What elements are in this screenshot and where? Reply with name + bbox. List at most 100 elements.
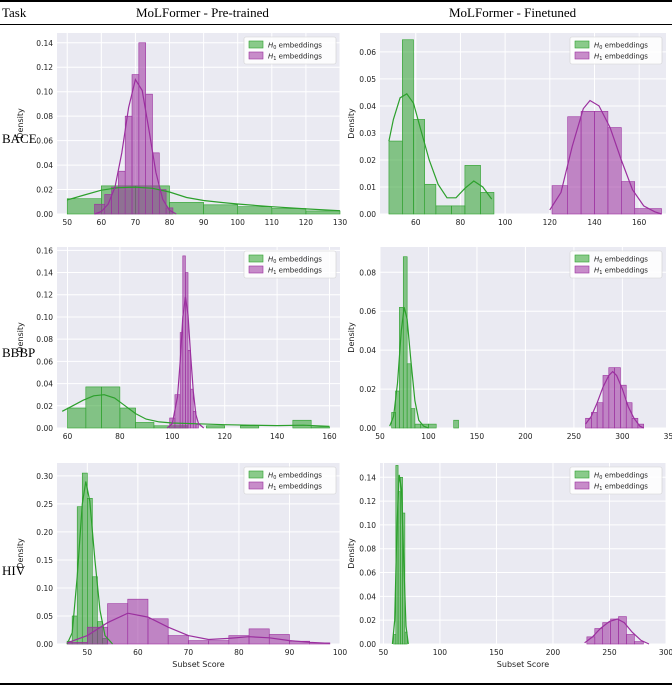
table-top-rule <box>0 0 672 2</box>
legend-box <box>243 36 337 65</box>
bar-h0-embeddings <box>424 183 437 215</box>
x-tick-label: 60 <box>63 432 73 441</box>
y-tick-label: 0.06 <box>36 357 53 366</box>
bar-h0-embeddings <box>203 204 239 215</box>
bar-h0-embeddings <box>402 39 414 215</box>
legend-label-h1-embeddings: H1 embeddings <box>594 53 648 63</box>
y-tick-label: 0.01 <box>359 183 376 192</box>
bar-h0-embeddings <box>414 423 422 429</box>
x-tick-label: 150 <box>470 432 485 441</box>
table-bottom-rule <box>0 683 672 685</box>
bar-h0-embeddings <box>237 206 273 215</box>
x-tick-label: 350 <box>664 432 672 441</box>
y-tick-label: 0.04 <box>36 380 53 389</box>
x-tick-label: 200 <box>518 432 533 441</box>
bar-h1-embeddings <box>118 170 126 215</box>
x-tick-label: 160 <box>632 218 647 227</box>
bar-h0-embeddings <box>480 192 495 215</box>
bar-h0-embeddings <box>206 425 226 429</box>
y-tick-label: 0.10 <box>359 521 376 530</box>
legend-label-h0-embeddings: H0 embeddings <box>594 256 648 266</box>
bar-h1-embeddings <box>187 349 191 429</box>
y-tick-label: 0.00 <box>359 210 376 219</box>
x-tick-label: 70 <box>131 218 141 227</box>
bar-h1-embeddings <box>621 181 636 215</box>
kde-line-h1-embeddings <box>166 296 205 429</box>
bar-h1-embeddings <box>195 424 199 429</box>
chart-bbbp-pretrained: 0.00 0.02 0.04 0.06 0.08 0.10 0.12 0.14 0.16 60 80… <box>16 246 340 441</box>
y-axis-label: Density <box>16 108 25 139</box>
bar-h1-embeddings <box>127 598 149 645</box>
bar-h0-embeddings <box>271 208 307 215</box>
bar-h0-embeddings <box>402 256 408 429</box>
bar-h0-embeddings <box>453 419 459 429</box>
y-tick-label: 0.00 <box>36 424 53 433</box>
y-tick-label: 0.04 <box>359 102 376 111</box>
chart-hiv-finetuned: 0.00 0.02 0.04 0.06 0.08 0.10 0.12 0.14 50 100 150… <box>347 463 672 669</box>
x-tick-label: 60 <box>97 218 107 227</box>
bar-h0-embeddings <box>67 407 87 429</box>
bar-h0-embeddings <box>410 408 416 429</box>
legend-swatch-h1-embeddings <box>574 265 590 274</box>
x-tick-label: 60 <box>133 648 143 657</box>
x-tick-label: 120 <box>543 218 558 227</box>
bar-h1-embeddings <box>111 186 119 215</box>
y-tick-label: 0.15 <box>36 556 53 565</box>
y-tick-label: 0.08 <box>359 545 376 554</box>
legend-label-h1-embeddings: H1 embeddings <box>268 267 322 277</box>
x-tick-label: 80 <box>234 648 244 657</box>
legend-box <box>569 250 663 279</box>
x-tick-label: 150 <box>489 648 504 657</box>
legend-swatch-h0-embeddings <box>248 470 264 479</box>
kde-line-h1-embeddings <box>585 370 644 429</box>
bar-h0-embeddings <box>85 386 102 429</box>
x-tick-label: 100 <box>433 648 448 657</box>
bar-h0-embeddings <box>101 386 121 429</box>
x-tick-label: 80 <box>115 432 125 441</box>
x-tick-label: 80 <box>456 218 466 227</box>
kde-line-h1-embeddings <box>94 77 177 215</box>
bar-h0-embeddings <box>428 423 437 429</box>
bar-h1-embeddings <box>602 375 610 429</box>
bar-h1-embeddings <box>610 618 619 645</box>
kde-line-h1-embeddings <box>66 612 330 644</box>
kde-line-h0-embeddings <box>61 394 330 427</box>
bar-h1-embeddings <box>66 642 88 645</box>
y-tick-label: 0.00 <box>36 210 53 219</box>
bar-h1-embeddings <box>567 116 582 215</box>
x-tick-label: 130 <box>333 218 348 227</box>
y-axis-label: Density <box>16 538 25 569</box>
bar-h0-embeddings <box>292 419 312 429</box>
y-tick-label: 0.14 <box>359 473 376 482</box>
bar-h0-embeddings <box>119 407 136 429</box>
bar-h0-embeddings <box>451 205 466 215</box>
bar-h1-embeddings <box>182 255 186 429</box>
y-tick-label: 0.20 <box>36 528 53 537</box>
y-tick-label: 0.10 <box>36 584 53 593</box>
legend-label-h1-embeddings: H1 embeddings <box>594 267 648 277</box>
legend-box <box>569 466 663 495</box>
y-tick-label: 0.04 <box>359 592 376 601</box>
x-tick-label: 70 <box>184 648 194 657</box>
y-tick-label: 0.02 <box>36 402 53 411</box>
legend-swatch-h1-embeddings <box>574 481 590 490</box>
bar-h0-embeddings <box>464 165 481 215</box>
bar-h0-embeddings <box>413 119 425 215</box>
y-tick-label: 0.08 <box>36 335 53 344</box>
kde-line-h0-embeddings <box>67 186 341 212</box>
y-tick-label: 0.06 <box>359 48 376 57</box>
y-tick-label: 0.00 <box>359 424 376 433</box>
kde-line-h0-embeddings <box>391 474 409 645</box>
y-tick-label: 0.02 <box>36 186 53 195</box>
bar-h0-embeddings <box>406 363 412 429</box>
header-task: Task <box>2 5 27 20</box>
legend-label-h0-embeddings: H0 embeddings <box>268 42 322 52</box>
row-label-bbbp: BBBP <box>2 345 36 360</box>
x-tick-label: 160 <box>322 432 337 441</box>
y-tick-label: 0.02 <box>359 616 376 625</box>
x-axis-label: Subset Score <box>497 660 549 669</box>
bar-h1-embeddings <box>626 634 635 645</box>
y-tick-label: 0.06 <box>359 307 376 316</box>
chart-bbbp-finetuned: 0.00 0.02 0.04 0.06 0.08 50 100 150 200 250 300 350… <box>347 247 672 441</box>
